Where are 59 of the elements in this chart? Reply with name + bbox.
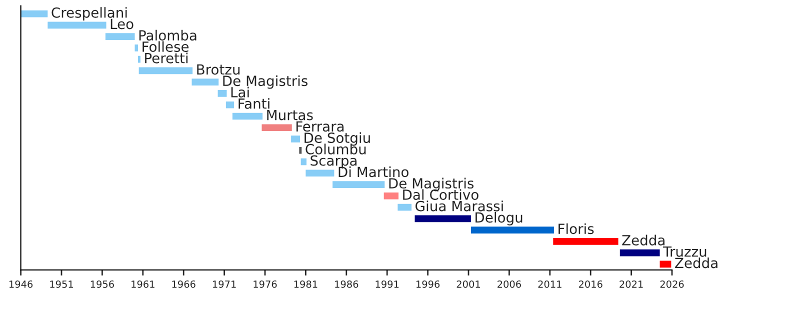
y-tick-label: Ferrara — [296, 121, 344, 132]
y-tick-label: Zedda — [622, 234, 664, 246]
bar — [384, 192, 398, 200]
x-tick-label: 1996 — [416, 280, 440, 288]
bar — [218, 90, 227, 97]
bar — [48, 22, 106, 29]
y-tick-label: Follese — [142, 41, 189, 52]
y-tick-label: Palomba — [139, 30, 196, 41]
y-tick-label: Zedda — [675, 257, 718, 268]
bar — [226, 101, 234, 108]
x-tick-label: 1956 — [90, 280, 114, 288]
bar — [470, 226, 554, 234]
x-tick-label: 1951 — [50, 280, 73, 288]
y-tick-label: Scarpa — [310, 155, 357, 168]
x-tick-label: 2016 — [578, 280, 602, 288]
x-tick-label: 2001 — [456, 280, 480, 288]
y-tick-label: Peretti — [145, 52, 188, 64]
y-tick-label: Columbu — [306, 144, 366, 154]
x-tick-label: 1986 — [335, 280, 358, 288]
y-tick-label: Dal Cortivo — [403, 189, 478, 200]
y-tick-label: Murtas — [267, 110, 313, 120]
x-tick-label: 1991 — [376, 280, 399, 288]
y-tick-label: Brotzu — [197, 64, 240, 75]
x-tick-label: 1946 — [9, 280, 33, 288]
y-tick-label: Truzzu — [663, 246, 706, 257]
bar — [332, 181, 385, 188]
bar — [291, 136, 300, 142]
y-tick-label: Delogu — [476, 212, 522, 226]
bar — [553, 238, 618, 245]
x-tick-label: 1971 — [212, 280, 236, 288]
bar — [300, 158, 307, 166]
bar — [660, 260, 672, 268]
bar — [232, 112, 263, 120]
x-tick-label: 1961 — [132, 280, 154, 288]
y-tick-label: Lai — [231, 86, 249, 98]
x-tick-label: 1966 — [172, 280, 196, 288]
bar — [20, 10, 48, 18]
x-tick-label: 2011 — [538, 280, 562, 288]
x-tick-label: 2021 — [620, 280, 643, 288]
bar — [306, 170, 334, 177]
bar — [414, 215, 471, 222]
bar — [620, 249, 660, 256]
y-tick-label: Fanti — [238, 98, 270, 109]
x-tick-label: 1981 — [294, 280, 318, 288]
x-tick-label: 1976 — [254, 280, 277, 288]
bar — [134, 44, 138, 52]
x-tick-label: 2026 — [660, 280, 684, 288]
y-tick-label: Giua Marassi — [416, 200, 503, 212]
y-tick-label: Floris — [558, 223, 594, 234]
x-tick-label: 2006 — [498, 280, 521, 288]
bar — [262, 124, 292, 132]
bar — [299, 146, 302, 154]
bar — [138, 67, 193, 74]
bar — [105, 33, 135, 40]
y-tick-label: Crespellani — [52, 7, 127, 21]
y-tick-label: Di Martino — [338, 166, 408, 178]
y-tick-label: Leo — [110, 18, 134, 30]
bar — [398, 204, 412, 211]
bar — [192, 78, 219, 86]
